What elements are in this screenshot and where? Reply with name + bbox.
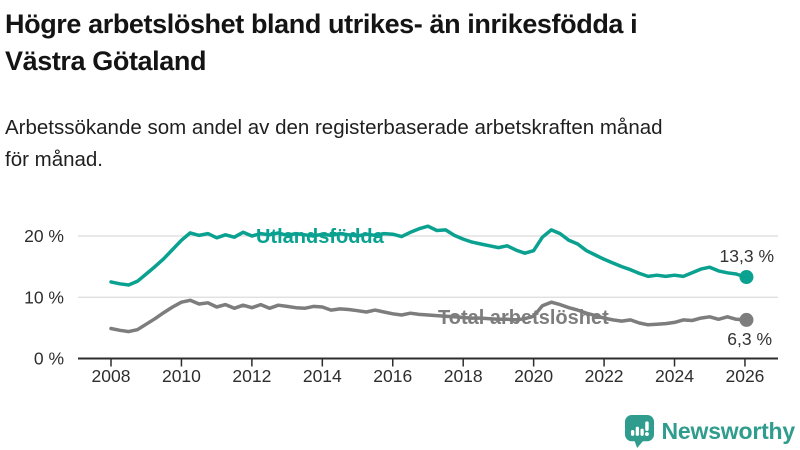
series-line-1 xyxy=(109,298,747,334)
newsworthy-icon xyxy=(624,414,654,448)
series-line-0 xyxy=(109,224,747,287)
series-label-0: Utlandsfödda xyxy=(256,226,385,248)
chart-subtitle-line-2: för månad. xyxy=(5,148,103,171)
chart-title: Högre arbetslöshet bland utrikes- än inr… xyxy=(5,6,797,80)
x-tick-label-2016: 2016 xyxy=(373,366,412,386)
newsworthy-wordmark: Newsworthy xyxy=(661,417,796,444)
x-tick-label-2026: 2026 xyxy=(725,366,764,386)
x-tick-label-2014: 2014 xyxy=(303,366,342,386)
series-label-1: Total arbetslöshet xyxy=(438,307,609,329)
series-end-dot-0 xyxy=(739,270,754,285)
chart-title-line-2: Västra Götaland xyxy=(5,46,207,76)
speech-bubble-shape xyxy=(624,414,654,448)
chart-title-line-1: Högre arbetslöshet bland utrikes- än inr… xyxy=(5,9,638,39)
chart-subtitle-line-1: Arbetssökande som andel av den registerb… xyxy=(5,116,663,139)
series-end-dot-1 xyxy=(739,312,754,327)
x-tick-label-2018: 2018 xyxy=(444,366,483,386)
x-tick-label-2024: 2024 xyxy=(655,366,694,386)
unemployment-line-chart: 2008 2010 2012 2014 2016 2018 2020 2022 2024 2026… xyxy=(24,224,778,386)
y-tick-label-0: 0 % xyxy=(34,349,64,369)
x-tick-label-2012: 2012 xyxy=(232,366,271,386)
x-tick-label-2022: 2022 xyxy=(585,366,624,386)
x-tick-label-2010: 2010 xyxy=(162,366,201,386)
newsworthy-logo[interactable]: Newsworthy xyxy=(624,413,795,449)
series-end-value-0: 13,3 % xyxy=(720,246,774,266)
y-tick-label-10: 10 % xyxy=(24,287,64,307)
x-tick-label-2020: 2020 xyxy=(514,366,553,386)
chart-subtitle: Arbetssökande som andel av den registerb… xyxy=(5,112,797,176)
x-tick-label-2008: 2008 xyxy=(92,366,131,386)
y-tick-label-20: 20 % xyxy=(24,226,64,246)
series-end-value-1: 6,3 % xyxy=(727,329,772,349)
